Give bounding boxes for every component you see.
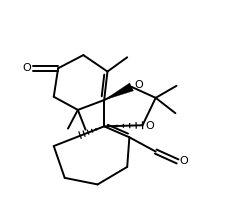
Text: O: O xyxy=(22,63,31,73)
Polygon shape xyxy=(104,83,134,100)
Text: O: O xyxy=(134,80,143,90)
Text: O: O xyxy=(146,121,154,131)
Text: O: O xyxy=(180,157,188,166)
